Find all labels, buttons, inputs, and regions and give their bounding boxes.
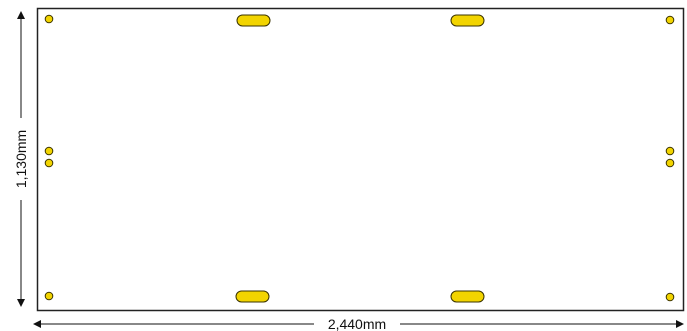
hole-right-middle-lower bbox=[665, 158, 675, 168]
slot-bottom-right bbox=[450, 290, 485, 303]
hole-bottom-right bbox=[665, 292, 675, 302]
height-label: 1,130mm bbox=[13, 130, 29, 188]
hole-bottom-left bbox=[44, 291, 54, 301]
width-label: 2,440mm bbox=[328, 316, 386, 331]
hole-left-middle-upper bbox=[44, 146, 54, 156]
slot-top-left bbox=[236, 14, 271, 27]
hole-top-right bbox=[665, 15, 675, 25]
slot-bottom-left bbox=[235, 290, 270, 303]
hole-left-middle-lower bbox=[44, 158, 54, 168]
hole-top-left bbox=[44, 14, 54, 24]
slot-top-right bbox=[450, 14, 485, 27]
hole-right-middle-upper bbox=[665, 146, 675, 156]
panel-outline bbox=[36, 7, 685, 312]
